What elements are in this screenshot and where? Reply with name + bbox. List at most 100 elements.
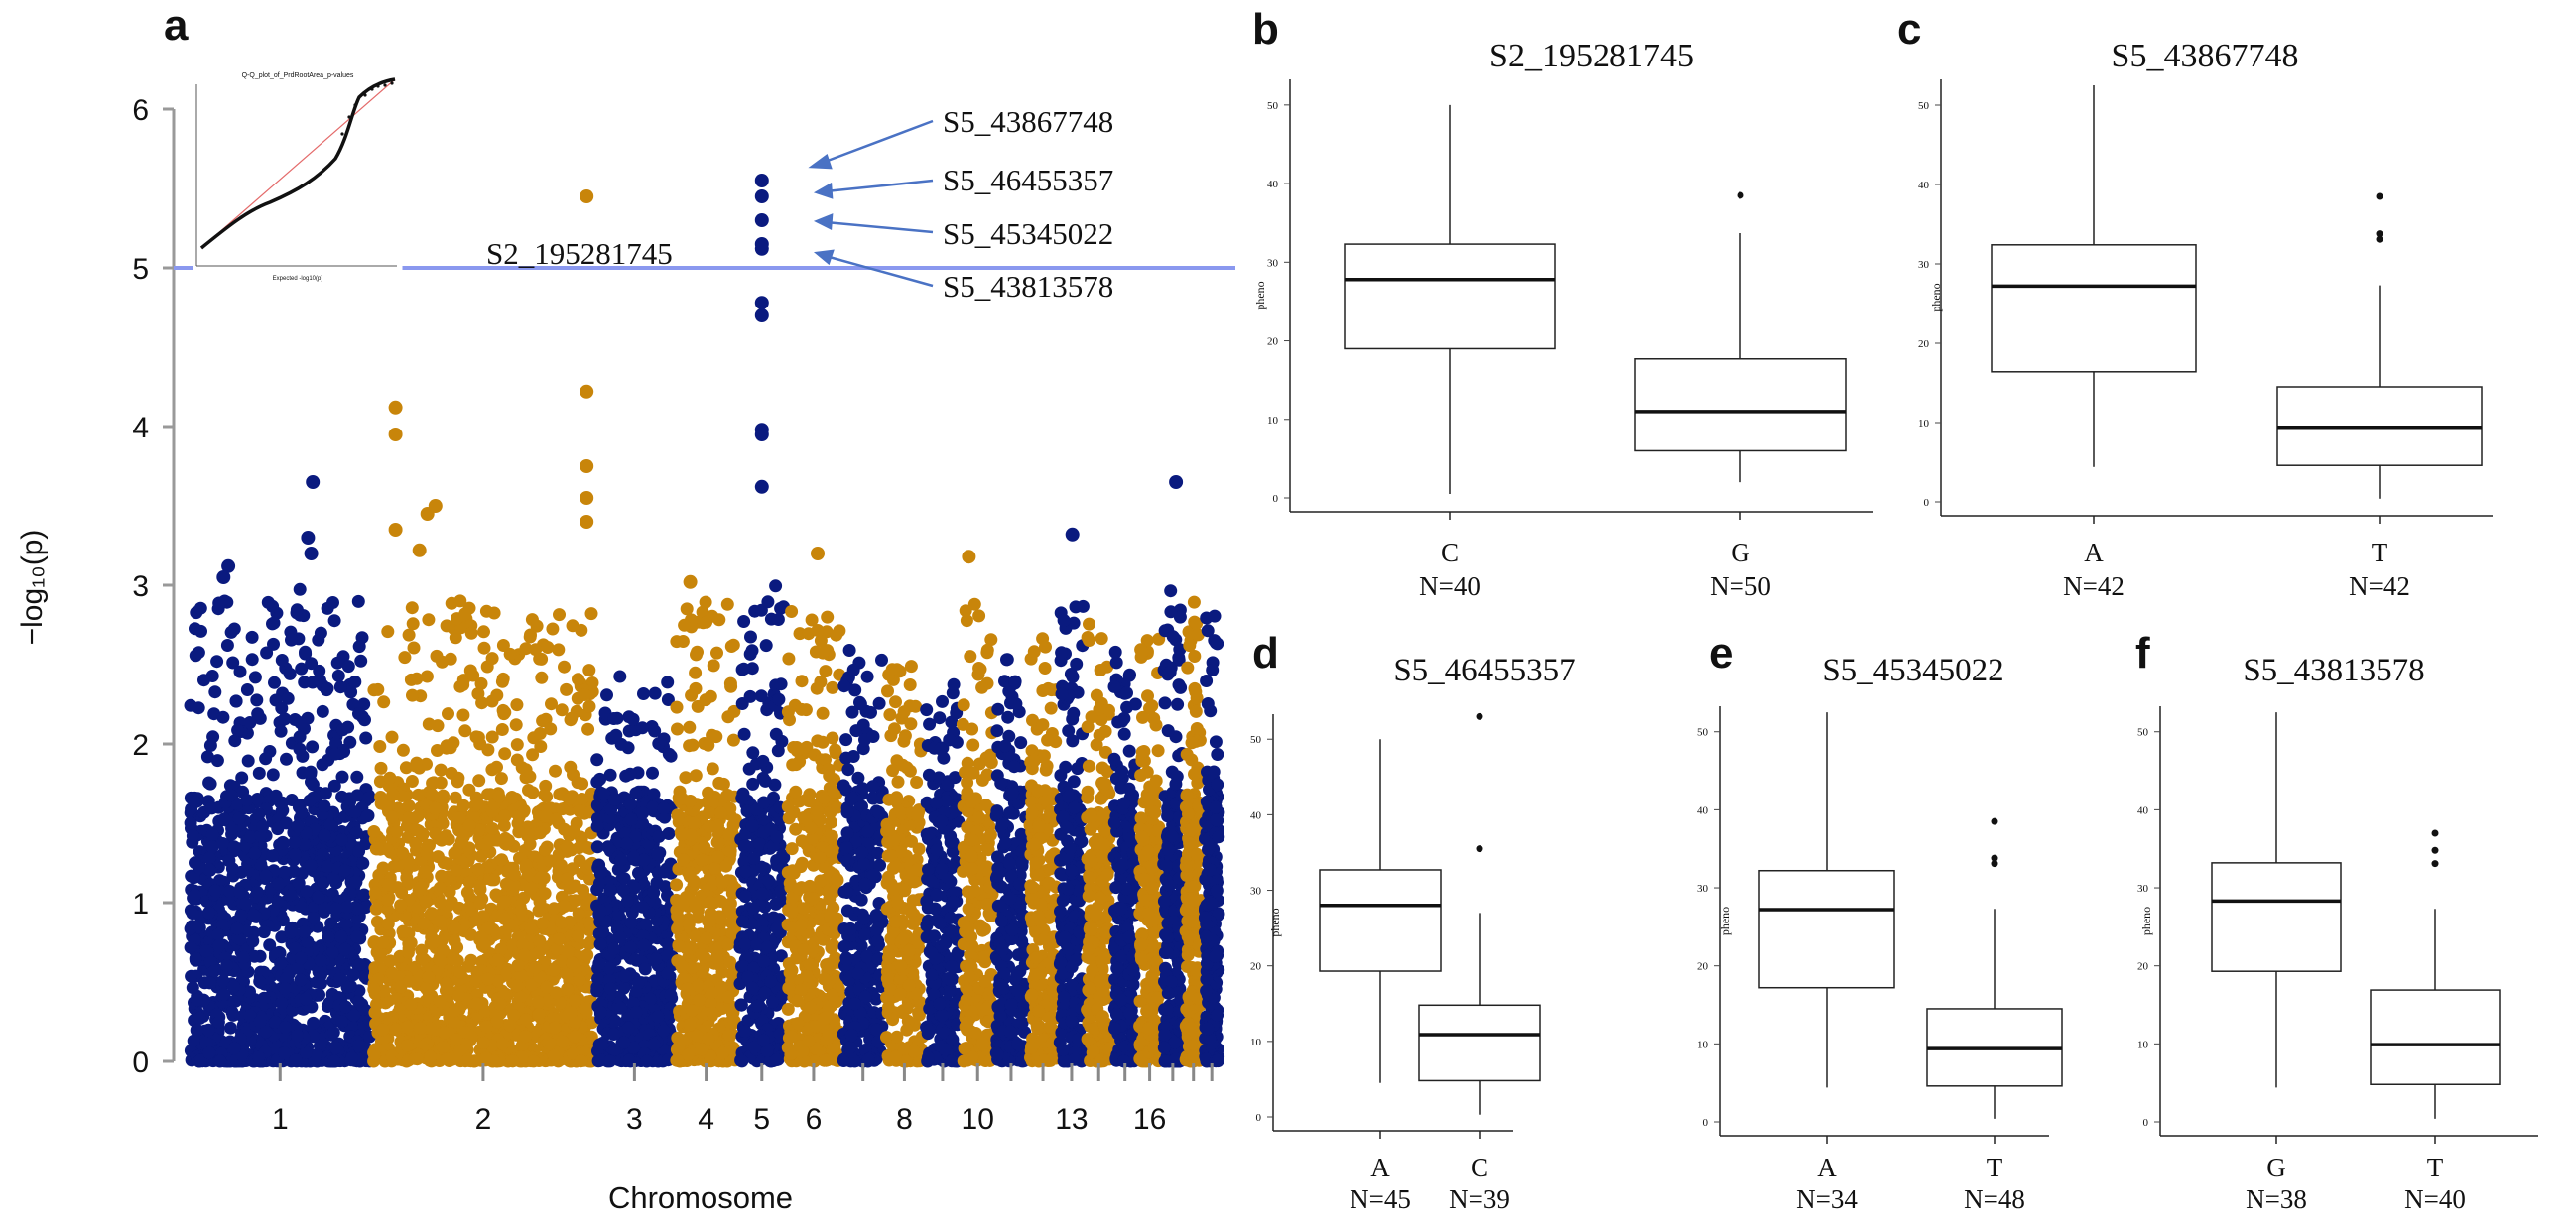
manhattan-point-chr2 xyxy=(478,642,491,655)
manhattan-point-chr2 xyxy=(412,809,425,822)
manhattan-point-chr4 xyxy=(693,994,706,1007)
manhattan-point-chr2 xyxy=(401,1040,414,1052)
manhattan-point-chr4 xyxy=(710,647,723,660)
manhattan-point-chr1 xyxy=(252,1050,265,1063)
manhattan-point-chr4 xyxy=(715,876,728,889)
manhattan-point-chr2 xyxy=(386,731,399,744)
manhattan-point-chr1 xyxy=(203,852,216,865)
manhattan-point-chr4 xyxy=(704,896,716,909)
manhattan-point-chr2 xyxy=(479,1051,492,1064)
manhattan-point-chr1 xyxy=(300,993,313,1006)
manhattan-point-chr2 xyxy=(373,740,386,753)
manhattan-point-chr1 xyxy=(246,934,259,947)
manhattan-point-chr2 xyxy=(493,998,506,1011)
manhattan-point-chr1 xyxy=(224,1022,237,1035)
manhattan-point-chr3 xyxy=(619,970,632,983)
manhattan-point-chr1 xyxy=(347,968,360,981)
manhattan-point-chr1 xyxy=(333,972,346,985)
manhattan-point-chr3 xyxy=(639,962,652,975)
manhattan-point-chr7 xyxy=(867,730,880,743)
manhattan-point-chr2 xyxy=(498,895,511,908)
manhattan-point-chr1 xyxy=(363,792,376,804)
manhattan-point-chr1 xyxy=(328,614,341,627)
manhattan-point-chr6 xyxy=(812,624,825,637)
manhattan-point-chr1 xyxy=(206,730,219,743)
manhattan-point-chr2 xyxy=(533,1008,546,1021)
manhattan-point-chr2 xyxy=(451,775,464,788)
manhattan-point-chr1 xyxy=(246,653,259,666)
manhattan-point-chr2 xyxy=(453,594,466,607)
manhattan-point-chr2 xyxy=(369,887,382,900)
manhattan-point-chr2 xyxy=(457,799,470,812)
manhattan-point-chr2 xyxy=(377,695,390,708)
manhattan-point-chr6 xyxy=(796,675,809,687)
manhattan-point-chr4 xyxy=(724,680,737,693)
manhattan-point-chr5 xyxy=(760,639,773,652)
manhattan-point-chr7 xyxy=(839,733,852,746)
manhattan-point-chr1 xyxy=(291,1030,304,1043)
manhattan-point-chr3 xyxy=(609,729,622,742)
manhattan-point-chr2 xyxy=(579,688,591,701)
manhattan-point-chr5 xyxy=(739,865,752,878)
manhattan-point-chr3 xyxy=(594,905,607,918)
manhattan-point-chr2 xyxy=(572,776,584,789)
manhattan-point-chr1 xyxy=(248,950,261,963)
manhattan-point-chr2 xyxy=(435,954,448,967)
manhattan-point-chr7 xyxy=(841,806,854,819)
manhattan-point-chr2 xyxy=(497,707,510,720)
manhattan-point-chr2 xyxy=(451,954,464,967)
manhattan-point-chr2 xyxy=(394,899,407,912)
manhattan-point-chr2 xyxy=(376,936,389,949)
manhattan-point-chr7 xyxy=(851,967,864,980)
manhattan-point-chr7 xyxy=(872,806,885,819)
manhattan-point-chr5 xyxy=(775,677,788,690)
manhattan-point-chr2 xyxy=(448,1005,460,1018)
manhattan-point-chr6 xyxy=(814,875,827,888)
manhattan-point-chr2 xyxy=(406,689,419,702)
manhattan-point-chr6 xyxy=(823,1029,836,1042)
manhattan-point-chr1 xyxy=(202,777,215,790)
manhattan-point-chr2 xyxy=(453,680,466,693)
manhattan-point-chr3 xyxy=(607,942,620,955)
manhattan-point-chr3 xyxy=(661,676,674,688)
manhattan-point-chr2 xyxy=(570,1030,582,1043)
manhattan-point-chr4 xyxy=(716,1046,729,1059)
manhattan-point-chr3 xyxy=(665,989,678,1002)
manhattan-point-chr1 xyxy=(284,889,297,902)
manhattan-point-chr4 xyxy=(704,916,716,928)
manhattan-point-chr1 xyxy=(212,597,225,610)
manhattan-point-chr2 xyxy=(576,793,588,805)
manhattan-point-chr1 xyxy=(345,1051,358,1064)
manhattan-point-chr2 xyxy=(471,687,484,700)
manhattan-point-chr2 xyxy=(403,975,416,988)
manhattan-point-chr2 xyxy=(465,627,478,640)
manhattan-point-chr1 xyxy=(249,671,262,683)
manhattan-point-chr4 xyxy=(722,828,735,841)
manhattan-point-chr2 xyxy=(434,915,447,927)
manhattan-point-chr7 xyxy=(837,679,850,692)
manhattan-point-chr3 xyxy=(595,1038,608,1050)
manhattan-point-chr6 xyxy=(824,911,837,923)
manhattan-point-chr6 xyxy=(831,873,843,886)
manhattan-point-chr3 xyxy=(595,865,608,878)
manhattan-point-chr7 xyxy=(840,886,853,899)
manhattan-point-chr2 xyxy=(381,894,394,907)
y-tick-label-2: 2 xyxy=(132,729,149,762)
manhattan-point-chr1 xyxy=(326,596,339,609)
manhattan-point-chr2 xyxy=(369,1043,382,1055)
manhattan-point-chr1 xyxy=(251,886,264,899)
manhattan-point-chr2 xyxy=(548,902,561,915)
manhattan-point-chr4 xyxy=(696,1043,708,1055)
manhattan-point-chr5 xyxy=(747,852,760,865)
manhattan-point-chr6 xyxy=(788,867,801,880)
manhattan-point-chr2 xyxy=(484,833,497,846)
manhattan-point-chr2 xyxy=(408,642,421,655)
manhattan-point-chr1 xyxy=(278,1046,291,1059)
manhattan-point-chr1 xyxy=(318,799,330,812)
manhattan-point-chr7 xyxy=(866,780,879,793)
manhattan-point-chr3 xyxy=(591,972,604,985)
manhattan-point-chr3 xyxy=(648,1039,661,1051)
manhattan-point-chr2 xyxy=(529,961,542,974)
manhattan-point-chr2 xyxy=(508,868,521,881)
manhattan-point-chr1 xyxy=(262,596,275,609)
